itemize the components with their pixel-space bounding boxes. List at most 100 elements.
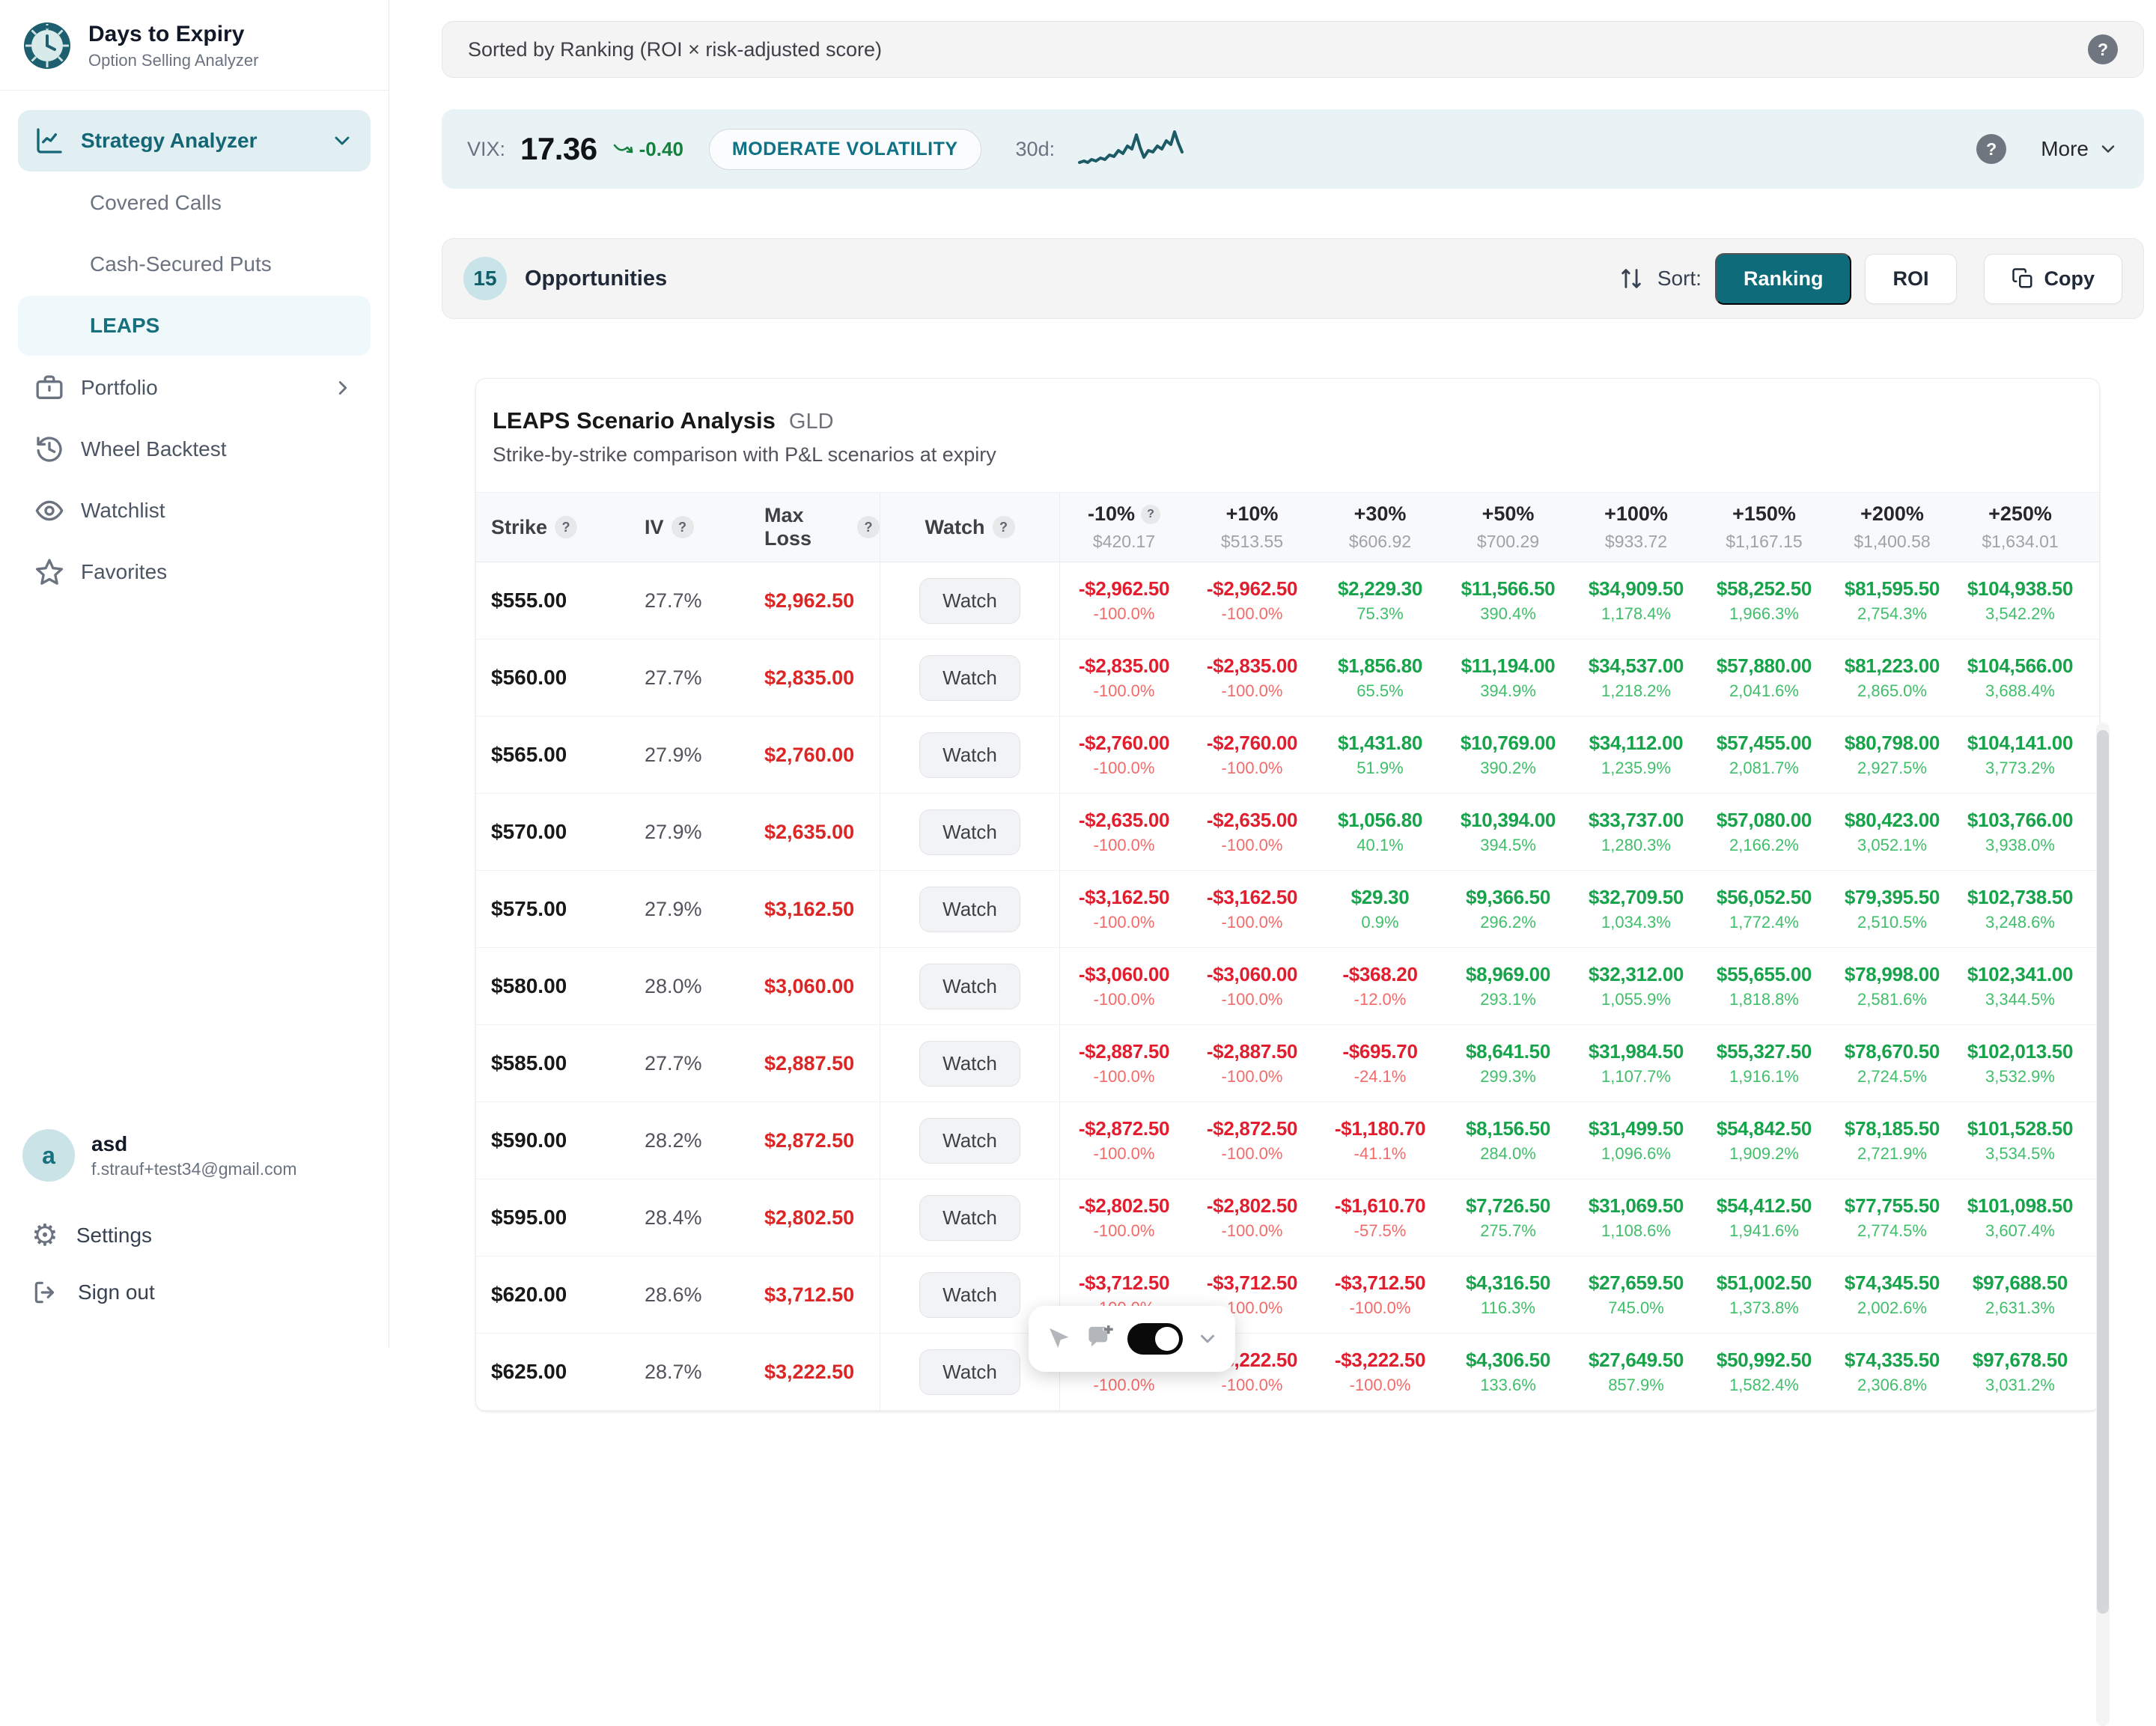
scenario-price: $933.72 [1604, 532, 1668, 551]
vertical-scrollbar[interactable] [2096, 723, 2110, 1726]
scenario-cell: $11,566.50 390.4% [1461, 577, 1556, 623]
sidebar-item-favorites[interactable]: Favorites [18, 541, 371, 603]
scenario-price: $1,400.58 [1854, 532, 1931, 551]
scenario-cell: -$3,060.00 -100.0% [1206, 963, 1298, 1009]
vix-more-button[interactable]: More [2041, 137, 2119, 161]
scenario-cell: $34,112.00 1,235.9% [1589, 732, 1684, 777]
mouse-pointer-icon[interactable] [1045, 1325, 1072, 1352]
watch-button[interactable]: Watch [919, 1117, 1020, 1164]
watch-button[interactable]: Watch [919, 1349, 1020, 1395]
scrollbar-thumb[interactable] [2097, 730, 2109, 1614]
sidebar-item-strategy-analyzer[interactable]: Strategy Analyzer [18, 110, 371, 171]
scenario-cell: $32,312.00 1,055.9% [1588, 963, 1684, 1009]
sparkline-period-label: 30d: [1015, 137, 1056, 160]
opportunities-label: Opportunities [525, 266, 668, 291]
copy-button[interactable]: Copy [1983, 253, 2122, 304]
help-icon[interactable]: ? [555, 516, 578, 538]
watch-button[interactable]: Watch [919, 1271, 1020, 1318]
scenario-cell: $104,566.00 3,688.4% [1967, 654, 2074, 700]
scenario-price: $606.92 [1348, 532, 1412, 551]
scenario-cell: $50,992.50 1,582.4% [1716, 1349, 1812, 1394]
scenario-cell: $104,141.00 3,773.2% [1967, 732, 2074, 777]
table-row: $585.00 27.7% $2,887.50 Watch -$2,887.50… [476, 1025, 2099, 1102]
arrow-up-down-icon [1621, 269, 1641, 288]
line-chart-icon [37, 128, 62, 154]
help-icon[interactable]: ? [2088, 34, 2118, 64]
sidebar-item-label: Favorites [81, 560, 168, 583]
eye-icon [35, 500, 64, 521]
sidebar-item-label: Wheel Backtest [81, 437, 227, 461]
max-loss-cell: $3,162.50 [764, 897, 855, 920]
strike-cell: $575.00 [491, 897, 567, 920]
scenario-cell: -$2,962.50 -100.0% [1078, 577, 1170, 623]
leaps-scenario-card: LEAPS Scenario Analysis GLD Strike-by-st… [475, 378, 2100, 1412]
scenario-label: +250% [1988, 502, 2052, 525]
table-row: $565.00 27.9% $2,760.00 Watch -$2,760.00… [476, 717, 2099, 794]
opportunities-header: 15 Opportunities Sort: Ranking ROI Copy [442, 238, 2144, 319]
sidebar-item-portfolio[interactable]: Portfolio [18, 357, 371, 419]
sidebar-item-covered-calls[interactable]: Covered Calls [18, 173, 371, 233]
help-icon[interactable]: ? [1141, 504, 1161, 524]
column-header-max-loss: Max Loss? [764, 493, 880, 562]
watch-cell: Watch [880, 948, 1060, 1024]
watch-button[interactable]: Watch [919, 732, 1020, 778]
max-loss-cell: $2,802.50 [764, 1206, 855, 1229]
table-row: $555.00 27.7% $2,962.50 Watch -$2,962.50… [476, 562, 2099, 639]
watch-button[interactable]: Watch [919, 1194, 1020, 1241]
sidebar-item-cash-secured-puts[interactable]: Cash-Secured Puts [18, 234, 371, 294]
sidebar-footer: a asd f.strauf+test34@gmail.com ⚙ Settin… [0, 1110, 389, 1348]
vix-help-icon[interactable]: ? [1976, 134, 2007, 164]
main-content: Sorted by Ranking (ROI × risk-adjusted s… [389, 0, 2156, 1726]
scenario-cell: $33,737.00 1,280.3% [1588, 809, 1684, 854]
max-loss-cell: $3,060.00 [764, 974, 855, 997]
help-icon[interactable]: ? [857, 516, 880, 538]
watch-button[interactable]: Watch [919, 886, 1020, 932]
iv-cell: 28.4% [645, 1206, 702, 1229]
help-icon[interactable]: ? [671, 516, 694, 538]
scenario-cell: $32,709.50 1,034.3% [1588, 886, 1684, 932]
watch-button[interactable]: Watch [919, 1040, 1020, 1087]
scenario-cell: -$368.20 -12.0% [1342, 963, 1418, 1009]
vix-value: 17.36 [520, 131, 597, 166]
table-row: $620.00 28.6% $3,712.50 Watch -$3,712.50… [476, 1256, 2099, 1334]
strike-cell: $620.00 [491, 1283, 567, 1306]
scenario-cell: $34,537.00 1,218.2% [1588, 654, 1684, 700]
table-row: $570.00 27.9% $2,635.00 Watch -$2,635.00… [476, 794, 2099, 871]
sidebar-item-leaps[interactable]: LEAPS [18, 296, 371, 356]
scenario-cell: $11,194.00 394.9% [1461, 654, 1556, 700]
sidebar-item-watchlist[interactable]: Watchlist [18, 480, 371, 541]
watch-button[interactable]: Watch [919, 577, 1020, 624]
user-profile[interactable]: a asd f.strauf+test34@gmail.com [22, 1129, 366, 1182]
vix-banner: VIX: 17.36 -0.40 MODERATE VOLATILITY 30d… [442, 109, 2144, 189]
settings-button[interactable]: ⚙ Settings [22, 1207, 366, 1264]
scenario-cell: $80,423.00 3,052.1% [1844, 809, 1940, 854]
watch-button[interactable]: Watch [919, 963, 1020, 1009]
strike-cell: $555.00 [491, 589, 567, 612]
scenario-cell: $104,938.50 3,542.2% [1967, 577, 2074, 623]
scenario-cell: -$2,962.50 -100.0% [1206, 577, 1298, 623]
watch-button[interactable]: Watch [919, 654, 1020, 701]
scenario-cell: $56,052.50 1,772.4% [1716, 886, 1812, 932]
sign-out-label: Sign out [78, 1280, 155, 1304]
sort-ranking-button[interactable]: Ranking [1714, 252, 1852, 305]
sign-out-button[interactable]: Sign out [22, 1264, 366, 1321]
strike-cell: $580.00 [491, 974, 567, 997]
watch-cell: Watch [880, 639, 1060, 716]
app-header: Days to Expiry Option Selling Analyzer [0, 0, 389, 91]
scenario-cell: -$2,835.00 -100.0% [1078, 654, 1170, 700]
toggle-switch[interactable] [1127, 1323, 1183, 1355]
comment-plus-icon[interactable] [1085, 1325, 1114, 1352]
scenario-cell: -$2,887.50 -100.0% [1078, 1040, 1170, 1086]
watch-cell: Watch [880, 1102, 1060, 1179]
scenario-cell: $54,412.50 1,941.6% [1716, 1194, 1812, 1240]
watch-button[interactable]: Watch [919, 809, 1020, 855]
help-icon[interactable]: ? [992, 516, 1015, 538]
chevron-down-icon[interactable] [1196, 1328, 1219, 1350]
sort-roi-button[interactable]: ROI [1865, 253, 1957, 304]
scenario-cell: $1,856.80 65.5% [1338, 654, 1422, 700]
max-loss-cell: $3,222.50 [764, 1360, 855, 1383]
table-row: $560.00 27.7% $2,835.00 Watch -$2,835.00… [476, 639, 2099, 717]
scenario-cell: $10,394.00 394.5% [1460, 809, 1556, 854]
sidebar-item-wheel-backtest[interactable]: Wheel Backtest [18, 419, 371, 480]
scenario-cell: $7,726.50 275.7% [1466, 1194, 1550, 1240]
